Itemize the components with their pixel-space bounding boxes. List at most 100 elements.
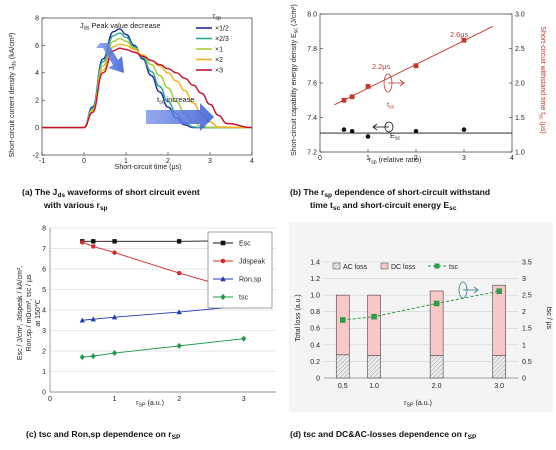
- series-marker: [112, 239, 117, 244]
- x-tick-label: 3.0: [494, 383, 504, 390]
- series-marker: [91, 239, 96, 244]
- y-tick-label: 4: [35, 70, 39, 77]
- esc-point: [349, 129, 355, 134]
- panel-d-series: 0.5 1.0 2.0 3.0: [335, 284, 507, 390]
- x-tick-label: 2: [414, 155, 418, 162]
- y-tick-label: 0: [316, 375, 320, 382]
- y-tick-label: 5: [42, 287, 46, 294]
- series-marker: [80, 240, 85, 245]
- panel-c: 0 1 2 3 4 5 6 7 8 0 1 2 3 Esc Jdspeak Ron,sp tsc rSP (a…: [17, 225, 276, 441]
- waveform-line: [41, 47, 253, 129]
- panel-d-xlabel: rSP (a.u.): [404, 400, 432, 409]
- dc-loss-bar: [367, 294, 381, 356]
- panel-b-axes: 0 1 2 3 4 7.2 7.4 7.6 7.8 8.0 1.0 1.5 2.0 2.5 3.0: [307, 11, 525, 162]
- panel-c-legend: Esc Jdspeak Ron,sp tsc: [213, 241, 266, 302]
- y-tick-label: 7: [42, 246, 46, 253]
- legend-swatch-ac: [332, 262, 341, 270]
- panel-a-legend: ×1/2 ×2/3 ×1 ×2 ×3: [196, 26, 229, 75]
- y-tick-label: 0.4: [310, 342, 320, 349]
- panel-c-ylabel-line1: Esc / J/cm², Jdspeak / kA/cm²,: [17, 266, 24, 360]
- x-tick-label: 0.5: [338, 383, 348, 390]
- y-right-tick-label: 2.5: [515, 46, 525, 53]
- x-tick-label: 1: [113, 396, 117, 403]
- ac-loss-bar: [429, 355, 444, 379]
- y-tick-label: 7.2: [307, 149, 317, 156]
- panel-a-caption-line1: (a) The Jds waveforms of short circuit e…: [22, 187, 200, 199]
- x-tick-label: 0: [318, 155, 322, 162]
- tsc-annotation: tsc increase: [157, 95, 194, 106]
- y-right-tick-label: 1.5: [515, 115, 525, 122]
- ac-loss-bar: [367, 355, 381, 379]
- x-tick-label: 0: [82, 158, 86, 165]
- panel-b-xlabel: rsp (relative ratio): [369, 157, 422, 166]
- tsc-point: [349, 94, 355, 100]
- legend-label-tsc: tsc: [449, 264, 458, 271]
- y-right-tick-label: 1: [522, 342, 526, 349]
- tsc-increase-arrow: [146, 103, 214, 131]
- y-tick-label: 1.0: [310, 293, 320, 300]
- y-right-tick-label: 2: [522, 309, 526, 316]
- legend-label: Ron,sp: [239, 277, 261, 284]
- panel-a: -1 0 1 2 3 4 -2 0 2 4 6 8 Jds Peak value decrease t…: [9, 13, 254, 212]
- legend-label-dc: DC loss: [391, 264, 416, 271]
- tsc-marker: [371, 313, 377, 320]
- legend-label: Esc: [239, 241, 251, 248]
- tsc-marker: [496, 288, 503, 294]
- legend-swatch-dc: [380, 262, 389, 270]
- panel-a-xlabel: Short-circuit time (μs): [115, 164, 182, 171]
- panel-b-series: [320, 26, 512, 139]
- x-tick-label: 3: [208, 158, 212, 165]
- legend-label: ×3: [215, 68, 223, 75]
- y-tick-label: -2: [33, 152, 39, 159]
- tsc-line: [342, 290, 500, 321]
- series-marker: [176, 342, 182, 349]
- y-right-tick-label: 2.5: [522, 293, 532, 300]
- y-tick-label: 8.0: [307, 11, 317, 18]
- y-tick-label: 1.4: [310, 259, 320, 266]
- legend-marker: [220, 240, 226, 246]
- tsc-right-axis-arrow: [458, 281, 479, 299]
- legend-label-ac: AC loss: [343, 264, 368, 271]
- panel-d-caption: (d) tsc and DC&AC-losses dependence on r…: [290, 429, 477, 441]
- y-tick-label: 2: [35, 98, 39, 105]
- series-marker: [111, 350, 118, 357]
- annotation-2-6us: 2.6μs: [450, 30, 469, 39]
- series-marker: [176, 239, 182, 244]
- y-tick-label: 7.8: [307, 46, 317, 53]
- tsc-point: [461, 37, 467, 43]
- esc-axis-arrow: [372, 121, 394, 133]
- series-marker: [90, 316, 96, 322]
- y-tick-label: 7.6: [307, 80, 317, 87]
- y-tick-label: 0.6: [310, 326, 320, 333]
- x-tick-label: 4: [510, 155, 514, 162]
- y-right-tick-label: 3: [522, 276, 526, 283]
- panel-b: 0 1 2 3 4 7.2 7.4 7.6 7.8 8.0 1.0 1.5 2.0 2.5 3.0 2.2μ…: [290, 4, 546, 212]
- panel-c-ylabel-line2: Ron,sp / mΩcm², tsc / μs: [26, 274, 33, 351]
- y-right-tick-label: 2.0: [515, 80, 525, 87]
- series-marker: [79, 354, 85, 361]
- x-tick-label: 3: [242, 396, 246, 403]
- y-tick-label: 1: [42, 369, 46, 376]
- y-tick-label: 7.4: [307, 115, 317, 122]
- legend-label: ×2: [215, 57, 223, 64]
- tsc-marker: [433, 300, 440, 307]
- y-tick-label: 8: [42, 225, 46, 232]
- panel-b-caption-line2: time tsc and short-circuit energy Esc: [310, 200, 457, 212]
- panel-d-ylabel: Total loss (a.u.): [295, 294, 302, 341]
- dc-loss-bar: [429, 290, 444, 356]
- panel-c-ylabel: Esc / J/cm², Jdspeak / kA/cm², Ron,sp / …: [17, 266, 42, 360]
- y-right-tick-label: 1.5: [522, 326, 532, 333]
- tsc-point: [365, 84, 371, 89]
- x-tick-label: 2: [166, 158, 170, 165]
- panel-c-caption: (c) tsc and Ron,sp dependence on rSP: [26, 429, 181, 441]
- y-right-tick-label: 0.5: [522, 359, 532, 366]
- legend-label: ×1/2: [215, 26, 229, 33]
- x-tick-label: 1.0: [369, 383, 379, 390]
- tsc-point: [341, 97, 347, 103]
- annotation-2-2us: 2.2μs: [372, 62, 391, 71]
- panel-c-legend-box: [207, 231, 273, 309]
- y-tick-label: 0.2: [310, 359, 320, 366]
- series-marker: [79, 317, 85, 323]
- legend-marker: [220, 293, 226, 301]
